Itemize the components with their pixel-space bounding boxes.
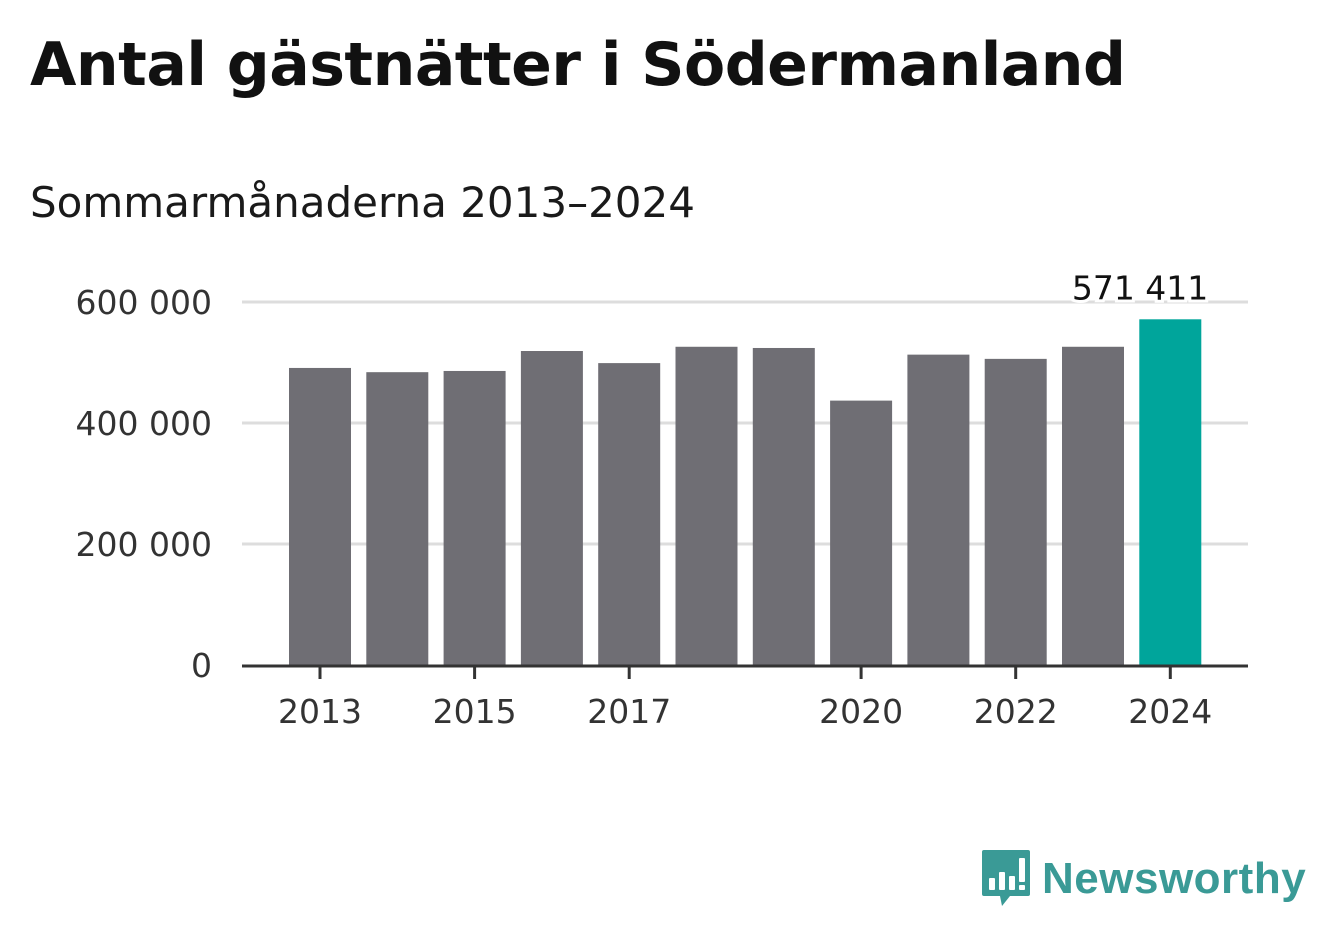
y-tick-label: 400 000 bbox=[76, 404, 212, 443]
bar-2013 bbox=[289, 367, 351, 665]
bar-2018 bbox=[675, 346, 738, 665]
x-axis bbox=[242, 664, 1248, 679]
brand-name: Newsworthy bbox=[1042, 854, 1307, 903]
bar-2014 bbox=[366, 372, 429, 665]
bar-2021 bbox=[907, 354, 970, 665]
x-tick-label: 2022 bbox=[974, 692, 1058, 731]
bars bbox=[289, 319, 1202, 665]
bar-2016 bbox=[520, 351, 583, 665]
x-tick-label: 2013 bbox=[278, 692, 362, 731]
labels: 0 200 000 400 000 600 000 2013 2015 2017 2020 20… bbox=[76, 265, 1213, 731]
chart-subtitle: Sommarmånaderna 2013–2024 bbox=[30, 178, 695, 227]
bar-chart: 0 200 000 400 000 600 000 2013 2015 2017 2020 20… bbox=[75, 265, 1248, 731]
bar-2015 bbox=[443, 370, 506, 665]
x-tick-label: 2017 bbox=[587, 692, 671, 731]
x-tick-label: 2020 bbox=[819, 692, 903, 731]
bar-2019 bbox=[752, 347, 815, 665]
y-tick-label: 0 bbox=[191, 646, 212, 685]
bar-2022 bbox=[984, 358, 1047, 665]
bar-2023 bbox=[1062, 346, 1124, 665]
bar-2020 bbox=[830, 400, 893, 665]
chart-title: Antal gästnätter i Södermanland bbox=[30, 30, 1126, 100]
data-label-2024: 571 411 bbox=[1072, 268, 1208, 307]
newsworthy-logo: Newsworthy bbox=[980, 848, 1306, 910]
bar-2017 bbox=[598, 363, 661, 665]
x-tick-label: 2015 bbox=[433, 692, 517, 731]
bar-2024 bbox=[1139, 319, 1202, 665]
y-tick-label: 200 000 bbox=[76, 525, 212, 564]
newsworthy-bar-chart-logo-icon bbox=[982, 850, 1030, 906]
x-tick-label: 2024 bbox=[1128, 692, 1212, 731]
y-tick-label: 600 000 bbox=[76, 283, 212, 322]
